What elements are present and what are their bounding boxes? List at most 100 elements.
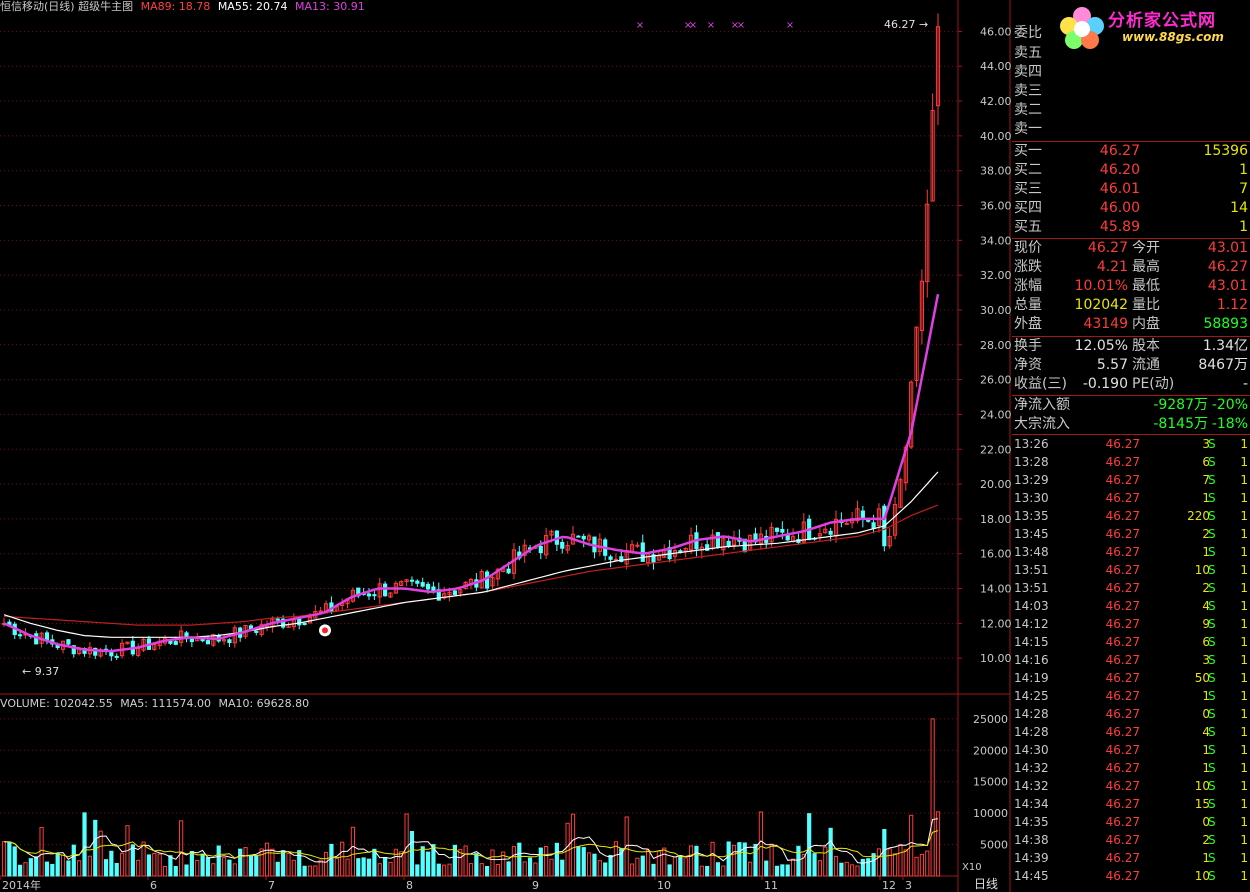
candle-body: [892, 504, 898, 536]
volume-bar: [39, 826, 44, 877]
volume-bar: [227, 859, 232, 877]
tick-count: 1: [1240, 689, 1248, 703]
volume-bar: [672, 856, 678, 877]
candle-body: [866, 519, 871, 522]
signal-cross-icon: ×: [689, 20, 697, 31]
tick-side: S: [1208, 815, 1216, 829]
volume-bar: [790, 858, 796, 877]
stat-value: 46.27: [1087, 240, 1128, 256]
volume-bar: [12, 846, 17, 877]
volume-bar: [758, 811, 763, 877]
tick-price: 46.27: [1105, 671, 1140, 685]
flow-row: 净流入额 -9287万 -20%: [1012, 396, 1250, 415]
volume-bar: [624, 816, 629, 877]
info-value: 8467万: [1198, 357, 1248, 373]
candle-body: [205, 640, 211, 645]
volume-bar: [18, 864, 23, 877]
volume-bar: [629, 863, 635, 877]
volume-bar: [699, 865, 704, 877]
candle-body: [399, 581, 404, 586]
ma13-label: MA13: 30.91: [295, 0, 365, 13]
volume-bar: [82, 812, 87, 877]
signal-cross-icon: ×: [786, 20, 794, 31]
tick-row: 14:25 46.27 1 S 1: [1012, 687, 1250, 705]
volume-bar: [372, 848, 377, 877]
volume-bar: [769, 843, 774, 877]
sell-row: 卖四: [1012, 63, 1250, 82]
tick-side: S: [1208, 509, 1216, 523]
info-row: 净资 5.57 流通 8467万: [1012, 356, 1250, 375]
volume-bar: [23, 862, 28, 877]
volume-bar: [833, 855, 839, 877]
flow-amount: -8145万: [1153, 416, 1208, 432]
volume-bar: [334, 857, 339, 877]
price-tick-label: 38.00: [980, 165, 1012, 178]
candle-body: [860, 510, 865, 519]
candle-body: [828, 530, 833, 535]
volume-bar: [377, 863, 382, 877]
ma55-line: [3, 471, 939, 638]
candle-body: [560, 541, 565, 549]
volume-bar: [748, 861, 753, 877]
volume-bar: [55, 853, 60, 877]
volume-bar: [774, 865, 780, 877]
tick-volume: 4: [1202, 725, 1210, 739]
candle-body: [898, 479, 903, 508]
volume-bar: [592, 853, 597, 877]
site-logo: 分析家公式网 www.88gs.com: [1052, 2, 1248, 52]
tick-row: 14:32 46.27 10 S 1: [1012, 777, 1250, 795]
candle-body: [721, 538, 726, 551]
time-tick-label: 8: [406, 879, 413, 892]
info-value: 1.34亿: [1202, 338, 1248, 354]
tick-row: 13:51 46.27 2 S 1: [1012, 579, 1250, 597]
volume-bar: [839, 862, 844, 877]
tick-side: S: [1208, 743, 1216, 757]
tick-count: 1: [1240, 833, 1248, 847]
volume-bar: [195, 859, 200, 877]
volume-bar: [855, 865, 860, 877]
buy-price: 46.20: [1099, 162, 1140, 178]
volume-bar: [501, 851, 506, 877]
volume-bar: [597, 860, 602, 877]
stat-row: 涨幅 10.01% 最低 43.01: [1012, 277, 1250, 296]
candle-body: [18, 634, 23, 637]
price-tick-label: 42.00: [980, 95, 1012, 108]
period-tab-day[interactable]: 日线: [973, 877, 998, 891]
tick-time: 14:12: [1014, 617, 1049, 631]
info-row: 换手 12.05% 股本 1.34亿: [1012, 337, 1250, 356]
volume-bar: [662, 847, 667, 877]
candle-body: [576, 535, 581, 538]
tick-count: 1: [1240, 779, 1248, 793]
volume-bar: [898, 843, 903, 877]
volume-tick-label: 20000: [973, 744, 1008, 757]
volume-bar: [205, 857, 211, 877]
tick-side: S: [1208, 437, 1216, 451]
tick-row: 13:29 46.27 7 S 1: [1012, 471, 1250, 489]
info-divider: [1012, 336, 1250, 337]
candle-body: [817, 533, 823, 537]
tick-price: 46.27: [1105, 617, 1140, 631]
tick-time: 14:28: [1014, 707, 1049, 721]
volume-bar: [887, 848, 892, 877]
tick-row: 14:45 46.27 10 S 1: [1012, 867, 1250, 885]
tick-side: S: [1208, 797, 1216, 811]
flow-row: 大宗流入 -8145万 -18%: [1012, 415, 1250, 434]
time-tick-label: 2014年: [2, 878, 41, 892]
info-label: 股本: [1132, 338, 1160, 354]
candle-body: [458, 589, 463, 594]
volume-bar: [817, 860, 823, 877]
candle-body: [935, 26, 941, 107]
volume-bar: [442, 864, 447, 877]
buy-volume: 14: [1230, 200, 1248, 216]
signal-cross-icon: ×: [731, 20, 739, 31]
tick-time: 13:51: [1014, 581, 1049, 595]
tick-count: 1: [1240, 617, 1248, 631]
candle-body: [678, 550, 683, 553]
candle-body: [221, 639, 227, 642]
buy-volume: 1: [1239, 219, 1248, 235]
candle-body: [823, 528, 828, 534]
tick-price: 46.27: [1105, 437, 1140, 451]
tick-side: S: [1208, 491, 1216, 505]
tick-volume: 2: [1202, 833, 1210, 847]
